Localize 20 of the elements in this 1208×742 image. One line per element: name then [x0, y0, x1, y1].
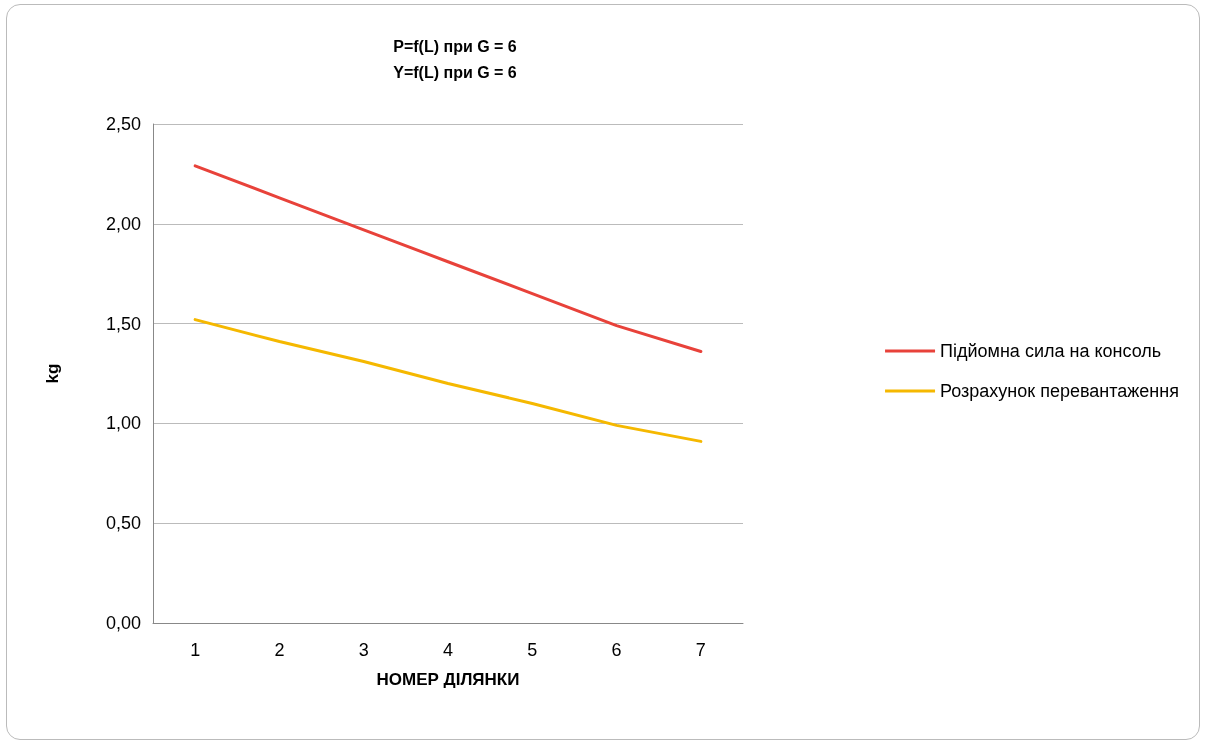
- y-tick-label: 0,50: [105, 513, 141, 534]
- x-tick-label: 6: [611, 640, 622, 660]
- line-series: [193, 318, 703, 443]
- x-axis-title: НОМЕР ДІЛЯНКИ: [376, 670, 520, 689]
- y-tick-label: 1,00: [105, 413, 141, 434]
- x-tick-label: 3: [358, 640, 369, 660]
- legend-label: Розрахунок перевантаження: [940, 381, 1179, 401]
- x-tick-label: 5: [527, 640, 538, 660]
- x-tick-label: 4: [442, 640, 454, 660]
- legend-label: Підйомна сила на консоль: [940, 341, 1162, 361]
- x-tick-label: 1: [190, 640, 201, 660]
- x-tick-label: 7: [695, 640, 706, 660]
- x-tick-label: 2: [274, 640, 285, 660]
- y-tick-label: 0,00: [105, 613, 141, 633]
- y-tick-label: 2,00: [105, 213, 141, 234]
- chart-title: P=f(L) при G = 6 Y=f(L) при G = 6: [393, 37, 517, 81]
- y-tick-label: 2,50: [105, 114, 141, 134]
- line-series: [193, 164, 703, 354]
- y-axis-title: kg: [43, 363, 62, 384]
- y-tick-label: 1,50: [105, 313, 141, 334]
